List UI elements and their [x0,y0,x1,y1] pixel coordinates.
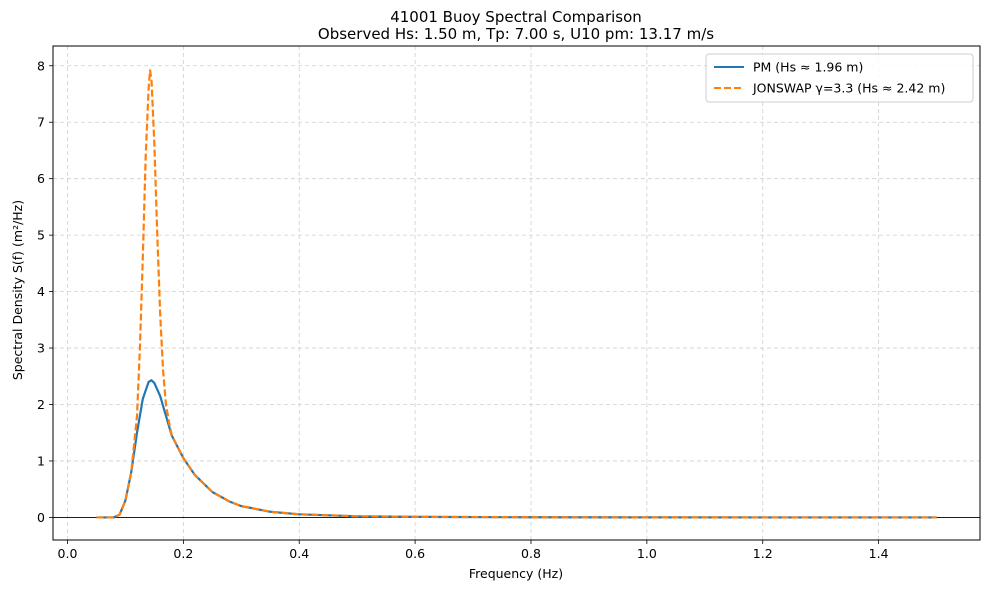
series-layer [96,69,937,519]
y-tick-label: 4 [37,284,45,299]
chart-title: 41001 Buoy Spectral Comparison [390,8,642,26]
x-tick-label: 1.0 [637,546,657,561]
y-tick-label: 7 [37,115,45,130]
grid-layer [53,46,980,540]
plot-area-frame [52,45,981,541]
x-tick-label: 0.0 [58,546,78,561]
x-tick-label: 0.4 [289,546,309,561]
y-tick-label: 3 [37,341,45,356]
y-tick-label: 0 [37,510,45,525]
axes-layer [52,45,981,541]
series-line-pm [96,379,937,519]
y-tick-label: 8 [37,58,45,73]
y-tick-label: 6 [37,171,45,186]
x-tick-label: 1.4 [869,546,889,561]
y-tick-label: 1 [37,453,45,468]
x-tick-label: 1.2 [753,546,773,561]
x-axis-label: Frequency (Hz) [469,566,563,581]
ticks-layer: 0.0 0.2 0.4 0.6 0.8 1.0 1.2 1.4 0 1 2 3 4 5 6 7 8 [37,58,889,561]
x-tick-label: 0.6 [405,546,425,561]
series-line-jonswap [96,69,937,519]
y-axis-label: Spectral Density S(f) (m²/Hz) [10,200,25,380]
legend-label-jonswap: JONSWAP γ=3.3 (Hs ≈ 2.42 m) [752,81,945,96]
x-tick-label: 0.2 [173,546,193,561]
y-tick-label: 2 [37,397,45,412]
chart-subtitle: Observed Hs: 1.50 m, Tp: 7.00 s, U10 pm:… [318,25,714,43]
legend-box [705,53,974,103]
legend: PM (Hs ≈ 1.96 m) JONSWAP γ=3.3 (Hs ≈ 2.4… [705,53,974,103]
y-tick-label: 5 [37,228,45,243]
legend-label-pm: PM (Hs ≈ 1.96 m) [753,60,863,75]
x-tick-label: 0.8 [521,546,541,561]
